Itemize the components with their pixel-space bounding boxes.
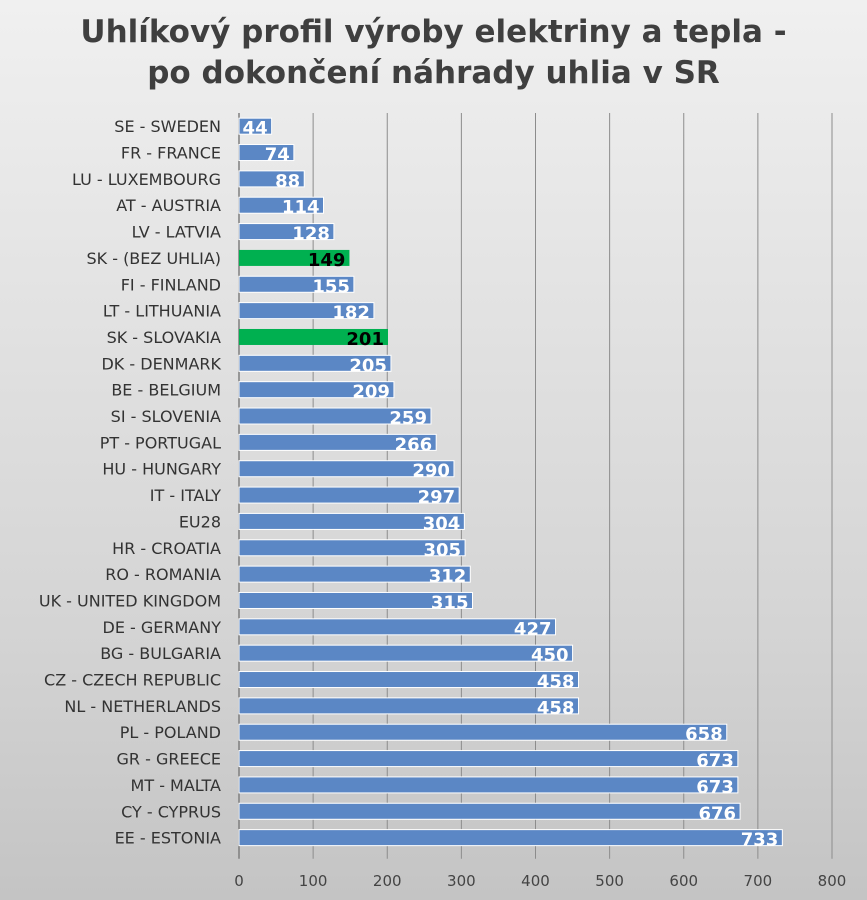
data-label: 658 — [685, 724, 723, 745]
data-label: 676 — [699, 803, 737, 824]
bar — [238, 697, 579, 715]
bar — [238, 565, 471, 583]
x-tick-label: 600 — [669, 872, 698, 890]
bar — [238, 460, 455, 478]
bar — [238, 512, 465, 530]
data-label: 427 — [514, 619, 552, 640]
x-tick-label: 100 — [299, 872, 328, 890]
category-label: LT - LITHUANIA — [103, 302, 221, 321]
data-label: 297 — [418, 487, 456, 508]
bar — [238, 381, 395, 399]
bar — [238, 354, 392, 372]
data-label: 290 — [412, 461, 450, 482]
data-label: 673 — [696, 751, 734, 772]
data-label: 450 — [531, 645, 569, 666]
category-label: HU - HUNGARY — [102, 460, 221, 479]
category-label: SE - SWEDEN — [114, 117, 221, 136]
category-label: PL - POLAND — [120, 723, 221, 742]
bar — [238, 196, 325, 214]
bar — [238, 539, 466, 557]
data-label: 312 — [429, 566, 467, 587]
category-label: CY - CYPRUS — [121, 802, 221, 821]
data-label: 315 — [431, 592, 469, 613]
data-label: 149 — [308, 250, 346, 271]
x-tick-label: 700 — [744, 872, 773, 890]
category-label: LU - LUXEMBOURG — [72, 170, 221, 189]
data-label: 673 — [696, 777, 734, 798]
chart-title: Uhlíkový profil výroby elektriny a tepla… — [0, 12, 867, 94]
bar — [238, 144, 295, 162]
category-label: CZ - CZECH REPUBLIC — [44, 671, 221, 690]
category-label: UK - UNITED KINGDOM — [39, 591, 221, 610]
data-label: 304 — [423, 513, 461, 534]
category-label: PT - PORTUGAL — [100, 433, 221, 452]
bar — [238, 776, 739, 794]
category-label: DE - GERMANY — [103, 618, 222, 637]
bar — [238, 223, 335, 241]
x-tick-label: 0 — [234, 872, 244, 890]
x-tick-label: 200 — [373, 872, 402, 890]
category-label: SK - (BEZ UHLIA) — [86, 249, 221, 268]
data-label: 201 — [346, 329, 384, 350]
bar — [238, 750, 739, 768]
category-label: DK - DENMARK — [101, 354, 221, 373]
data-label: 305 — [424, 540, 462, 561]
bar — [238, 644, 574, 662]
bar — [238, 591, 473, 609]
bar — [238, 275, 355, 293]
category-label: AT - AUSTRIA — [116, 196, 221, 215]
title-line-1: Uhlíkový profil výroby elektriny a tepla… — [80, 14, 787, 50]
data-label: 44 — [243, 118, 268, 139]
bar — [238, 407, 432, 425]
category-label: FI - FINLAND — [121, 275, 221, 294]
category-label: NL - NETHERLANDS — [64, 697, 221, 716]
x-tick-label: 800 — [818, 872, 847, 890]
category-label: BE - BELGIUM — [111, 381, 221, 400]
data-label: 209 — [352, 382, 390, 403]
bar — [238, 433, 437, 451]
data-label: 88 — [275, 171, 300, 192]
bar — [238, 829, 783, 847]
category-label: EU28 — [179, 512, 221, 531]
bar — [238, 802, 741, 820]
category-label: HR - CROATIA — [112, 539, 221, 558]
bar — [238, 671, 579, 689]
bar — [238, 618, 557, 636]
bar — [238, 486, 460, 504]
category-label: LV - LATVIA — [132, 223, 221, 242]
category-label: EE - ESTONIA — [115, 829, 221, 848]
data-label: 128 — [292, 224, 330, 245]
category-label: MT - MALTA — [131, 776, 222, 795]
bar — [238, 302, 375, 320]
bar — [239, 328, 388, 345]
x-tick-label: 400 — [521, 872, 550, 890]
category-label: RO - ROMANIA — [105, 565, 221, 584]
category-label: IT - ITALY — [150, 486, 221, 505]
data-label: 733 — [741, 830, 779, 851]
category-label: SI - SLOVENIA — [111, 407, 221, 426]
data-label: 74 — [265, 145, 290, 166]
data-label: 182 — [332, 303, 370, 324]
data-label: 259 — [389, 408, 427, 429]
category-label: BG - BULGARIA — [100, 644, 221, 663]
data-label: 458 — [537, 672, 575, 693]
data-label: 155 — [312, 276, 350, 297]
x-tick-label: 500 — [595, 872, 624, 890]
x-tick-label: 300 — [447, 872, 476, 890]
category-label: GR - GREECE — [117, 750, 221, 769]
category-label: SK - SLOVAKIA — [107, 328, 221, 347]
bar — [239, 249, 350, 266]
title-line-2: po dokončení náhrady uhlia v SR — [147, 55, 720, 91]
category-label: FR - FRANCE — [121, 144, 221, 163]
bar — [238, 170, 305, 188]
bar — [238, 723, 728, 741]
data-label: 458 — [537, 698, 575, 719]
data-label: 266 — [395, 434, 433, 455]
bar — [238, 117, 273, 135]
data-label: 114 — [282, 197, 320, 218]
data-label: 205 — [349, 355, 387, 376]
